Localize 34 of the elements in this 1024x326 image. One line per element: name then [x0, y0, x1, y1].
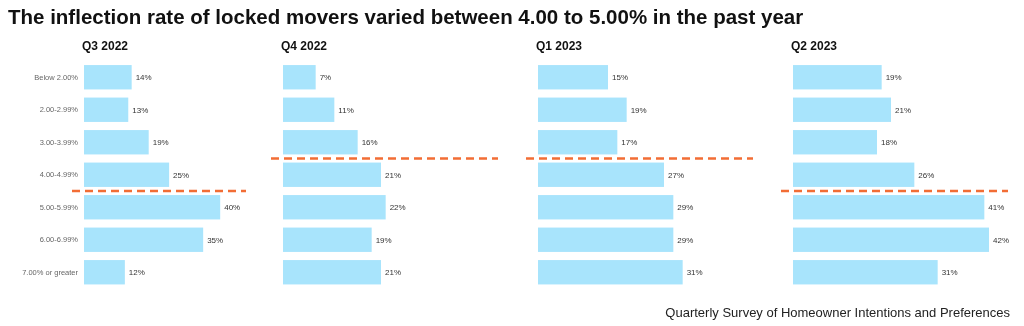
data-label: 42%: [993, 235, 1010, 245]
data-label: 15%: [612, 73, 629, 83]
text: Quarterly Survey of Homeowner Intentions and Preferences: [665, 305, 1011, 320]
data-label: 19%: [152, 138, 169, 148]
data-label: 25%: [173, 170, 190, 180]
data-label: 35%: [207, 235, 224, 245]
chart-title: Q3 2022: [82, 39, 129, 53]
data-label: 41%: [988, 203, 1005, 213]
data-label: 21%: [385, 170, 402, 180]
data-label: 7%: [319, 73, 332, 83]
chart-title: Q2 2023: [791, 39, 838, 53]
data-label: 21%: [895, 105, 912, 115]
data-label: 26%: [918, 170, 935, 180]
data-label: 12%: [128, 268, 145, 278]
data-label: 40%: [224, 203, 241, 213]
data-label: 22%: [389, 203, 406, 213]
chart-title: Q4 2022: [281, 39, 328, 53]
data-label: 13%: [132, 105, 149, 115]
chart-title: Q1 2023: [536, 39, 583, 53]
data-label: 18%: [881, 138, 898, 148]
data-label: 27%: [668, 170, 685, 180]
text: The inflection rate of locked movers varied between 4.00 to 5.00% in the past year: [8, 5, 804, 28]
data-label: 19%: [885, 73, 902, 83]
data-label: 17%: [621, 138, 638, 148]
data-label: 31%: [686, 268, 703, 278]
data-label: 29%: [677, 203, 694, 213]
data-label: 29%: [677, 235, 694, 245]
data-label: 14%: [135, 73, 152, 83]
data-label: 21%: [385, 268, 402, 278]
data-label: 19%: [375, 235, 392, 245]
data-label: 16%: [361, 138, 378, 148]
data-label: 31%: [941, 268, 958, 278]
data-label: 19%: [630, 105, 647, 115]
data-label: 11%: [338, 105, 354, 115]
